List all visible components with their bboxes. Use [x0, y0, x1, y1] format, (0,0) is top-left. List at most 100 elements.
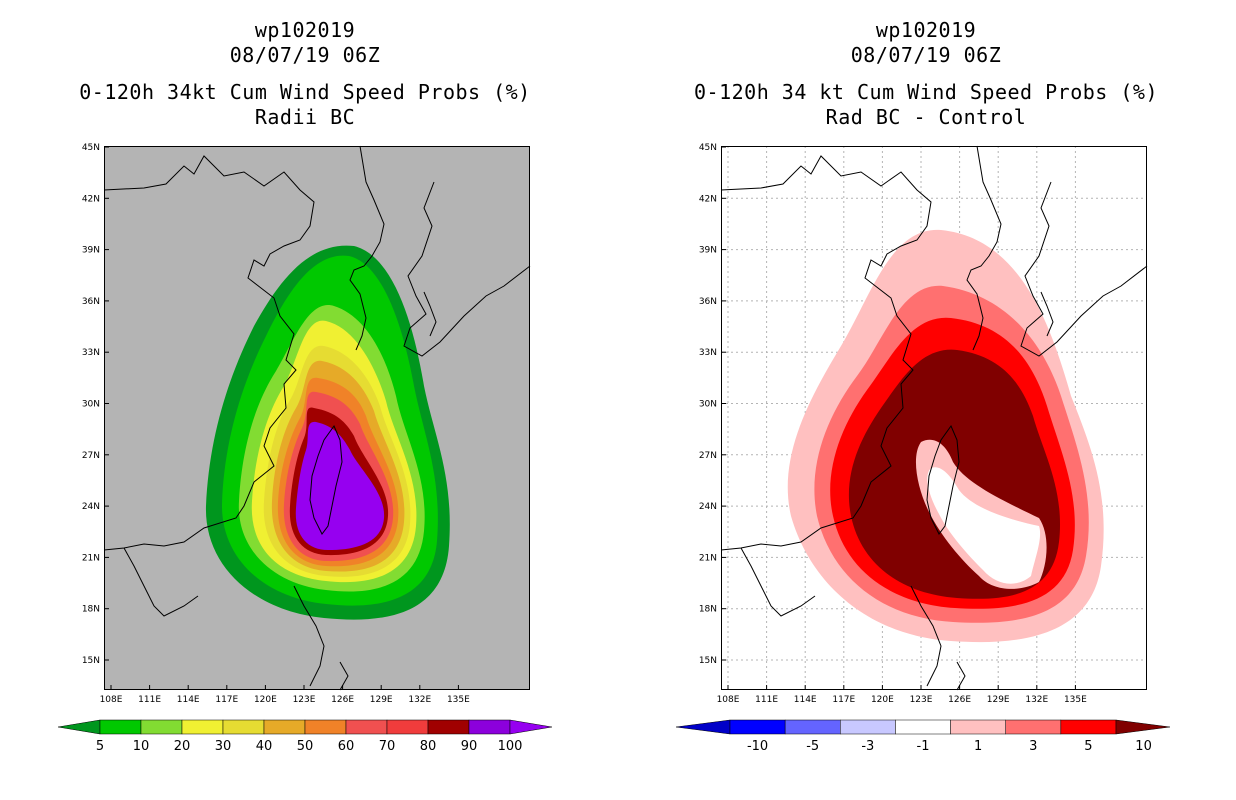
- lat-tick-label: 33N: [82, 348, 100, 358]
- right-colorbar-swatches: [675, 719, 1171, 735]
- colorbar-label: 90: [461, 739, 478, 754]
- colorbar-swatch: [99, 719, 142, 735]
- lat-tick-label: 36N: [699, 297, 717, 307]
- colorbar-swatch: [263, 719, 306, 735]
- lon-tick-label: 108E: [100, 695, 123, 705]
- colorbar-swatch: [895, 719, 951, 735]
- lat-tick-label: 45N: [699, 143, 717, 153]
- colorbar-swatch: [729, 719, 786, 735]
- colorbar-swatch: [304, 719, 347, 735]
- colorbar-swatch: [181, 719, 224, 735]
- right-title-storm: wp102019: [875, 18, 977, 42]
- colorbar-label: 100: [498, 739, 523, 754]
- diff-inner-neg1-1: [927, 467, 1041, 584]
- right-title: wp102019 08/07/19 06Z 0-120h 34 kt Cum W…: [676, 18, 1176, 130]
- colorbar-label: 1: [974, 739, 982, 754]
- lat-tick-label: 21N: [82, 553, 100, 563]
- left-colorbar: 5 10 20 30 40 50 60 70 80 90 100: [57, 719, 553, 754]
- lat-tick-label: 33N: [699, 348, 717, 358]
- colorbar-label: 10: [133, 739, 150, 754]
- colorbar-label: 30: [215, 739, 232, 754]
- right-title-subtitle: Rad BC - Control: [825, 105, 1027, 129]
- colorbar-swatch: [345, 719, 388, 735]
- colorbar-swatch: [950, 719, 1006, 735]
- lon-tick-label: 108E: [717, 695, 740, 705]
- left-title-subtitle: Radii BC: [254, 105, 356, 129]
- colorbar-label: 10: [1135, 739, 1152, 754]
- lon-tick-label: 111E: [138, 695, 161, 705]
- left-title: wp102019 08/07/19 06Z 0-120h 34kt Cum Wi…: [55, 18, 555, 130]
- lat-tick-label: 42N: [82, 194, 100, 204]
- lon-tick-label: 129E: [987, 695, 1010, 705]
- lat-tick-label: 30N: [82, 400, 100, 410]
- colorbar-swatch: [1060, 719, 1117, 735]
- colorbar-swatch: [840, 719, 896, 735]
- lat-tick-label: 24N: [82, 502, 100, 512]
- lon-tick-label: 111E: [755, 695, 778, 705]
- colorbar-swatch: [784, 719, 841, 735]
- left-title-date: 08/07/19 06Z: [229, 43, 381, 67]
- left-coastlines: [103, 145, 531, 691]
- colorbar-label: 80: [420, 739, 437, 754]
- left-lat-ticks: 45N 42N 39N 36N 33N 30N 27N 24N 21N 18N 15N: [82, 143, 109, 666]
- lon-tick-label: 126E: [948, 695, 971, 705]
- lat-tick-label: 45N: [82, 143, 100, 153]
- lat-tick-label: 39N: [699, 246, 717, 256]
- left-title-storm: wp102019: [254, 18, 356, 42]
- lon-tick-label: 129E: [370, 695, 393, 705]
- lon-tick-label: 120E: [871, 695, 894, 705]
- left-colorbar-swatches: [57, 719, 553, 735]
- colorbar-arrow-low: [57, 719, 101, 735]
- right-colorbar-labels: -10 -5 -3 -1 1 3 5 10: [747, 739, 1152, 754]
- lon-tick-label: 114E: [177, 695, 200, 705]
- colorbar-label: -10: [747, 739, 768, 754]
- lon-tick-label: 135E: [447, 695, 470, 705]
- colorbar-label: 3: [1029, 739, 1037, 754]
- lat-tick-label: 27N: [699, 451, 717, 461]
- colorbar-arrow-low: [675, 719, 731, 735]
- lon-tick-label: 117E: [832, 695, 855, 705]
- colorbar-label: 20: [174, 739, 191, 754]
- right-lon-ticks: 108E 111E 114E 117E 120E 123E 126E 129E 132E 135E: [717, 685, 1087, 705]
- lat-tick-label: 21N: [699, 553, 717, 563]
- lat-tick-label: 36N: [82, 297, 100, 307]
- colorbar-swatch: [222, 719, 265, 735]
- colorbar-label: -5: [806, 739, 819, 754]
- lat-tick-label: 18N: [699, 605, 717, 615]
- right-coastlines: [720, 145, 1148, 691]
- lat-tick-label: 30N: [699, 400, 717, 410]
- colorbar-label: 50: [297, 739, 314, 754]
- colorbar-arrow-high: [509, 719, 553, 735]
- lon-tick-label: 135E: [1064, 695, 1087, 705]
- colorbar-label: 5: [1084, 739, 1092, 754]
- right-title-product: 0-120h 34 kt Cum Wind Speed Probs (%): [693, 80, 1159, 104]
- lon-tick-label: 132E: [1025, 695, 1048, 705]
- colorbar-label: 60: [338, 739, 355, 754]
- left-colorbar-labels: 5 10 20 30 40 50 60 70 80 90 100: [96, 739, 523, 754]
- lat-tick-label: 18N: [82, 605, 100, 615]
- colorbar-label: 5: [96, 739, 104, 754]
- lat-tick-label: 42N: [699, 194, 717, 204]
- colorbar-label: 70: [379, 739, 396, 754]
- colorbar-swatch: [386, 719, 429, 735]
- colorbar-swatch: [1005, 719, 1062, 735]
- lon-tick-label: 117E: [215, 695, 238, 705]
- lon-tick-label: 114E: [794, 695, 817, 705]
- right-difference-contours: [787, 229, 1104, 643]
- lon-tick-label: 123E: [910, 695, 933, 705]
- left-lon-ticks: 108E 111E 114E 117E 120E 123E 126E 129E 132E 135E: [100, 685, 470, 705]
- left-probability-contours: [205, 245, 450, 620]
- left-title-product: 0-120h 34kt Cum Wind Speed Probs (%): [79, 80, 531, 104]
- colorbar-swatch: [427, 719, 470, 735]
- lat-tick-label: 24N: [699, 502, 717, 512]
- lat-tick-label: 27N: [82, 451, 100, 461]
- colorbar-label: -1: [917, 739, 930, 754]
- colorbar-swatch: [140, 719, 183, 735]
- lat-tick-label: 15N: [699, 656, 717, 666]
- lon-tick-label: 120E: [254, 695, 277, 705]
- colorbar-arrow-high: [1115, 719, 1171, 735]
- lat-tick-label: 15N: [82, 656, 100, 666]
- right-map: 45N 42N 39N 36N 33N 30N 27N 24N 21N 18N 15N 108E 11…: [699, 143, 1148, 705]
- lon-tick-label: 123E: [293, 695, 316, 705]
- lon-tick-label: 126E: [331, 695, 354, 705]
